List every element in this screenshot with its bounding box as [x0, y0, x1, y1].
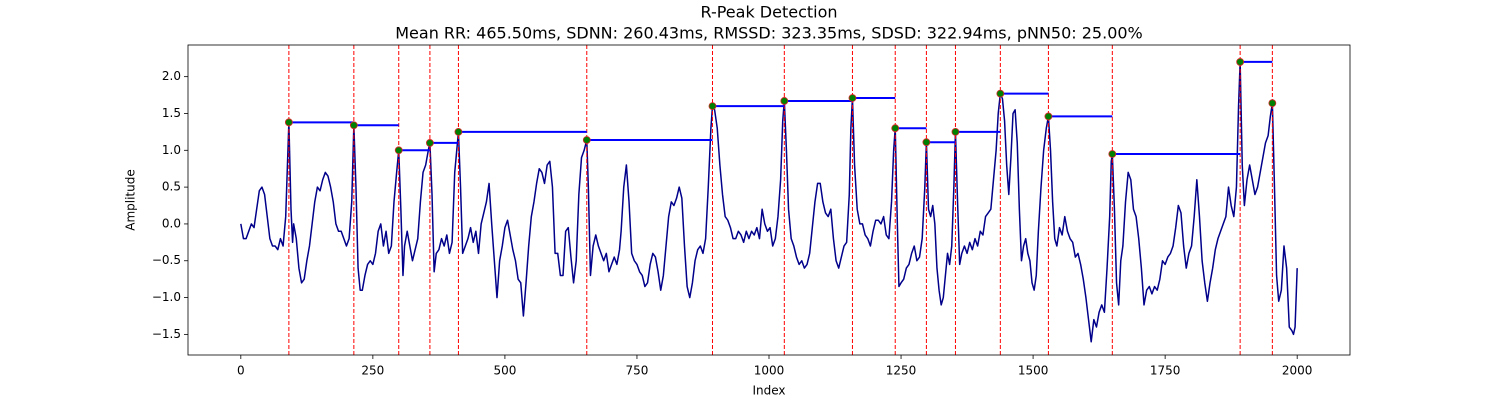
y-tick-label: 0.5: [162, 180, 181, 194]
peak-point: [284, 118, 293, 127]
x-tick-label: 250: [361, 364, 384, 378]
peak-point: [891, 124, 900, 133]
y-tick-label: 1.5: [162, 106, 181, 120]
x-tick-label: 1500: [1018, 364, 1049, 378]
x-tick-label: 2000: [1282, 364, 1313, 378]
x-tick-label: 500: [493, 364, 516, 378]
peak-point: [426, 139, 434, 147]
peak-point: [582, 136, 591, 144]
peak-point: [996, 89, 1005, 98]
peak-point: [951, 127, 960, 136]
peak-point: [1044, 112, 1053, 121]
peak-point: [848, 94, 857, 102]
peak-point: [708, 102, 717, 111]
y-axis-label: Amplitude: [124, 169, 138, 231]
y-tick-label: −0.5: [152, 253, 181, 267]
x-axis-label: Index: [752, 384, 785, 398]
chart-subtitle: Mean RR: 465.50ms, SDNN: 260.43ms, RMSSD…: [395, 24, 1143, 43]
peak-point: [1236, 58, 1245, 66]
chart-title: R-Peak Detection: [700, 3, 837, 22]
peak-point: [454, 127, 463, 136]
peak-point: [780, 97, 789, 105]
x-tick-label: 1250: [886, 364, 917, 378]
x-tick-label: 750: [626, 364, 649, 378]
peak-point: [1108, 150, 1117, 158]
x-tick-label: 0: [237, 364, 245, 378]
y-tick-label: 0.0: [162, 216, 181, 230]
y-tick-label: −1.0: [152, 290, 181, 304]
x-tick-label: 1000: [754, 364, 785, 378]
x-tick-label: 1750: [1150, 364, 1181, 378]
y-tick-label: 1.0: [162, 143, 181, 157]
peak-point: [1268, 99, 1277, 108]
y-tick-label: 2.0: [162, 69, 181, 83]
peak-point: [922, 138, 931, 147]
peak-point: [349, 121, 358, 130]
signal-line: [240, 61, 1298, 343]
y-tick-label: −1.5: [152, 327, 181, 341]
plot-frame: [187, 44, 1351, 356]
peak-point: [394, 146, 403, 155]
